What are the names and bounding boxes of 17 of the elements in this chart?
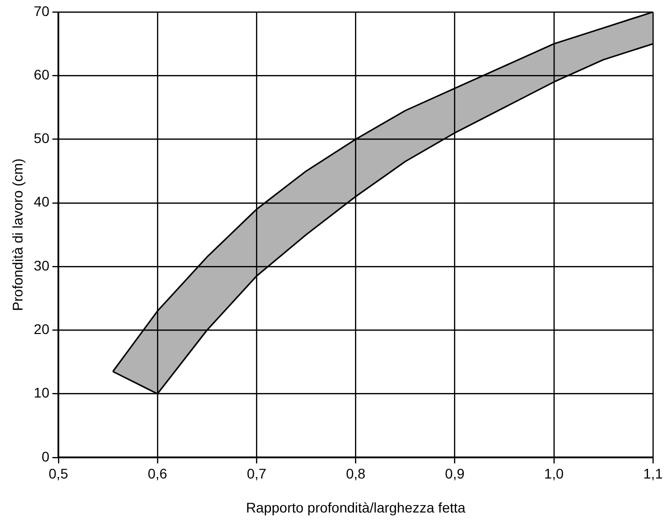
y-tick-label: 60	[34, 66, 50, 82]
x-tick-label: 0,9	[445, 466, 465, 482]
x-tick-label: 1,1	[643, 466, 663, 482]
y-tick-label: 10	[34, 384, 50, 401]
x-tick-label: 0,5	[48, 466, 68, 482]
y-tick-label: 50	[34, 130, 50, 146]
y-tick-label: 20	[34, 321, 50, 337]
y-axis-title: Profondità di lavoro (cm)	[9, 158, 26, 311]
x-tick-label: 1,0	[544, 466, 564, 482]
y-tick-label: 0	[42, 448, 50, 464]
x-tick-label: 0,7	[246, 466, 267, 482]
y-tick-label: 70	[34, 2, 50, 19]
x-axis-title: Rapporto profondità/larghezza fetta	[246, 499, 466, 516]
x-tick-label: 0,8	[346, 466, 366, 482]
y-tick-label: 40	[34, 194, 50, 210]
x-tick-label: 0,6	[148, 466, 168, 482]
y-tick-label: 30	[34, 257, 50, 274]
